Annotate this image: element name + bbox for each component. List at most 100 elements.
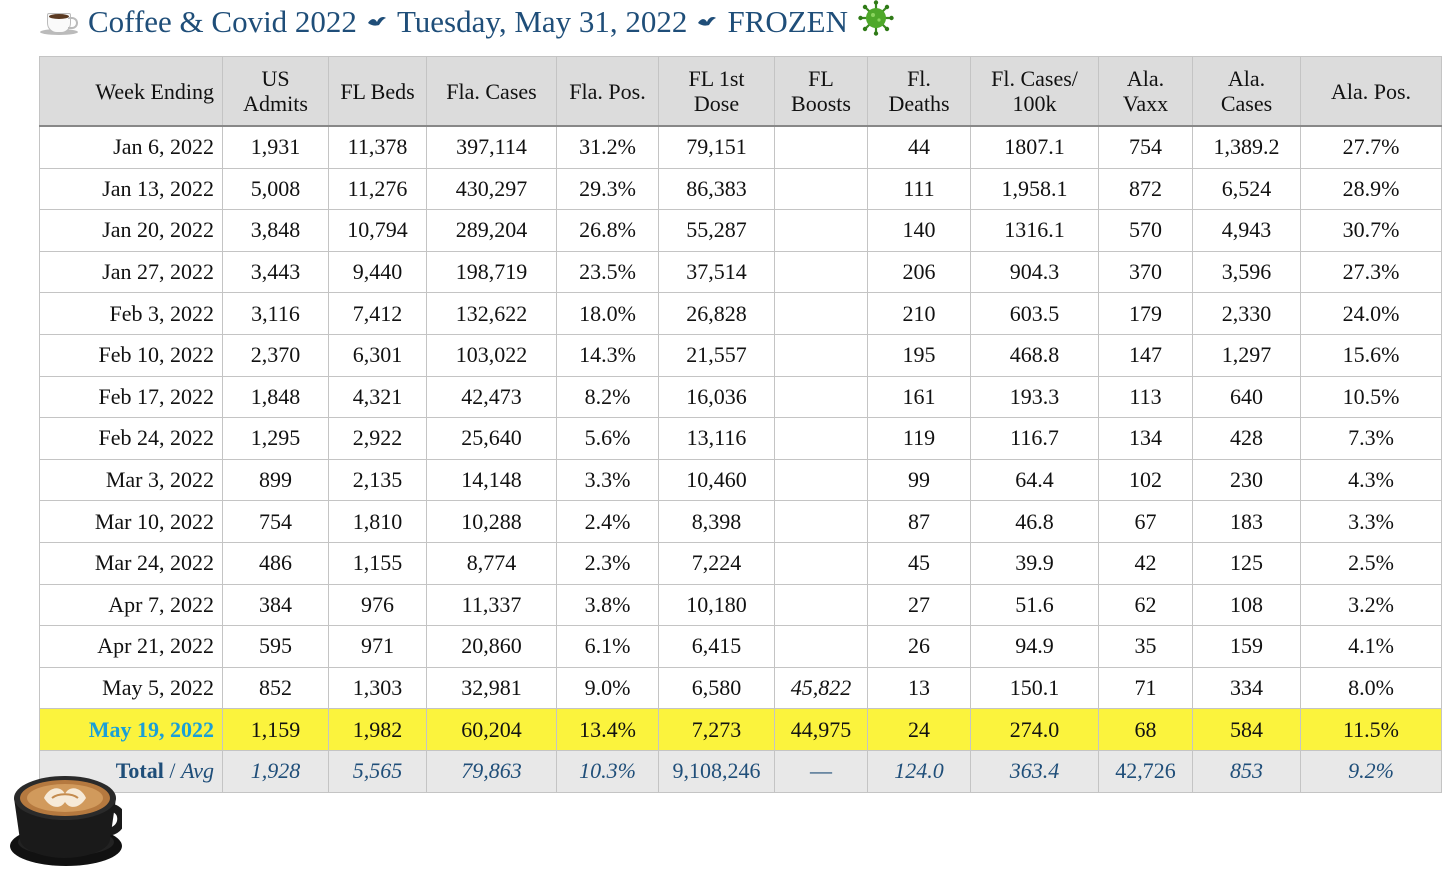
table-cell: 1,303 — [328, 666, 427, 710]
table-cell: Apr 21, 2022 — [39, 625, 223, 668]
table-cell: 125 — [1192, 541, 1301, 585]
column-header-line1: Ala. — [1227, 66, 1266, 91]
column-header-line2: Boosts — [791, 91, 851, 116]
column-header-line2: Admits — [243, 91, 308, 116]
table-cell: 111 — [867, 167, 971, 211]
table-row: Feb 3, 2022 3,116 7,412 132,622 18.0% 26,828 2… — [39, 292, 1442, 335]
totals-cell: 363.4 — [970, 749, 1099, 793]
table-cell: 904.3 — [970, 250, 1099, 294]
table-cell: 51.6 — [970, 583, 1099, 627]
table-cell: 26.8% — [556, 209, 659, 252]
table-row: Jan 13, 2022 5,008 11,276 430,297 29.3% 86,38… — [39, 167, 1442, 211]
column-header-line2: Cases — [1220, 91, 1273, 116]
table-cell: 27.7% — [1300, 125, 1442, 169]
table-cell: 24 — [867, 708, 971, 751]
totals-cell: 9.2% — [1300, 749, 1442, 793]
table-cell: 31.2% — [556, 125, 659, 169]
table-row: May 5, 2022 852 1,303 32,981 9.0% 6,580 45,822… — [39, 666, 1442, 710]
table-cell — [774, 500, 868, 543]
title-left: Coffee & Covid 2022 — [88, 4, 357, 39]
table-cell: Mar 24, 2022 — [39, 541, 223, 585]
table-cell: May 19, 2022 — [39, 708, 223, 751]
table-cell: 37,514 — [658, 250, 775, 294]
column-header: Ala. Pos. — [1300, 56, 1442, 127]
table-cell: 198,719 — [426, 250, 557, 294]
column-header-line1: Fla. Pos. — [569, 78, 646, 104]
table-cell — [774, 458, 868, 502]
column-header-line2: Deaths — [888, 91, 950, 116]
table-cell: 87 — [867, 500, 971, 543]
table-cell: Apr 7, 2022 — [39, 583, 223, 627]
table-cell — [774, 292, 868, 335]
table-cell: 289,204 — [426, 209, 557, 252]
table-cell: 595 — [222, 625, 329, 668]
table-cell: 210 — [867, 292, 971, 335]
table-cell: 132,622 — [426, 292, 557, 335]
table-cell: 274.0 — [970, 708, 1099, 751]
table-cell: 4,321 — [328, 375, 427, 419]
table-cell: Feb 3, 2022 — [39, 292, 223, 335]
table-cell: 468.8 — [970, 333, 1099, 377]
table-cell: 27.3% — [1300, 250, 1442, 294]
table-cell: Feb 10, 2022 — [39, 333, 223, 377]
table-cell: 113 — [1098, 375, 1193, 419]
table-cell: 3,848 — [222, 209, 329, 252]
table-cell: 45,822 — [774, 666, 868, 710]
table-row: Apr 21, 2022 595 971 20,860 6.1% 6,415 26 94.9 3… — [39, 625, 1442, 668]
totals-cell: — — [774, 749, 868, 793]
table-cell: 35 — [1098, 625, 1193, 668]
table-cell: 976 — [328, 583, 427, 627]
table-cell: 1,848 — [222, 375, 329, 419]
totals-cell: 853 — [1192, 749, 1301, 793]
table-cell: 754 — [1098, 125, 1193, 169]
table-cell: 15.6% — [1300, 333, 1442, 377]
column-header-line1: Fla. Cases — [446, 78, 537, 104]
latte-coffee-icon — [4, 760, 126, 868]
table-cell: 60,204 — [426, 708, 557, 751]
table-cell: 852 — [222, 666, 329, 710]
table-cell: 8.2% — [556, 375, 659, 419]
table-row: Mar 10, 2022 754 1,810 10,288 2.4% 8,398 87 46.… — [39, 500, 1442, 543]
table-cell: 5.6% — [556, 417, 659, 460]
column-header: Fl. Deaths — [867, 56, 971, 127]
table-cell: 4.1% — [1300, 625, 1442, 668]
table-cell: 1807.1 — [970, 125, 1099, 169]
table-cell: 55,287 — [658, 209, 775, 252]
table-cell: 21,557 — [658, 333, 775, 377]
table-cell: 3,596 — [1192, 250, 1301, 294]
totals-cell: 5,565 — [328, 749, 427, 793]
table-cell: 5,008 — [222, 167, 329, 211]
table-cell: 193.3 — [970, 375, 1099, 419]
totals-cell: 124.0 — [867, 749, 971, 793]
column-header: Ala. Vaxx — [1098, 56, 1193, 127]
totals-row: Total / Avg 1,928 5,565 79,863 10.3% 9,108,24… — [39, 749, 1442, 793]
table-cell: 28.9% — [1300, 167, 1442, 211]
table-cell: Feb 17, 2022 — [39, 375, 223, 419]
table-cell: 7.3% — [1300, 417, 1442, 460]
table-cell: 68 — [1098, 708, 1193, 751]
table-cell: 7,412 — [328, 292, 427, 335]
totals-cell: 42,726 — [1098, 749, 1193, 793]
table-cell: 64.4 — [970, 458, 1099, 502]
table-cell: 108 — [1192, 583, 1301, 627]
column-header: Week Ending — [39, 56, 223, 127]
table-cell: 79,151 — [658, 125, 775, 169]
table-cell — [774, 583, 868, 627]
table-cell: 3.3% — [556, 458, 659, 502]
column-header-line1: FL Beds — [340, 78, 415, 104]
table-cell: 24.0% — [1300, 292, 1442, 335]
table-cell: 71 — [1098, 666, 1193, 710]
table-cell: 42,473 — [426, 375, 557, 419]
table-cell: 13.4% — [556, 708, 659, 751]
table-cell: 7,273 — [658, 708, 775, 751]
table-cell: 603.5 — [970, 292, 1099, 335]
column-header-line1: Ala. Pos. — [1330, 78, 1412, 104]
table-cell: 14,148 — [426, 458, 557, 502]
table-cell: 584 — [1192, 708, 1301, 751]
table-cell: 103,022 — [426, 333, 557, 377]
table-cell: 430,297 — [426, 167, 557, 211]
table-cell: 8,774 — [426, 541, 557, 585]
column-header: Ala. Cases — [1192, 56, 1301, 127]
table-cell: 9,440 — [328, 250, 427, 294]
table-cell: 334 — [1192, 666, 1301, 710]
